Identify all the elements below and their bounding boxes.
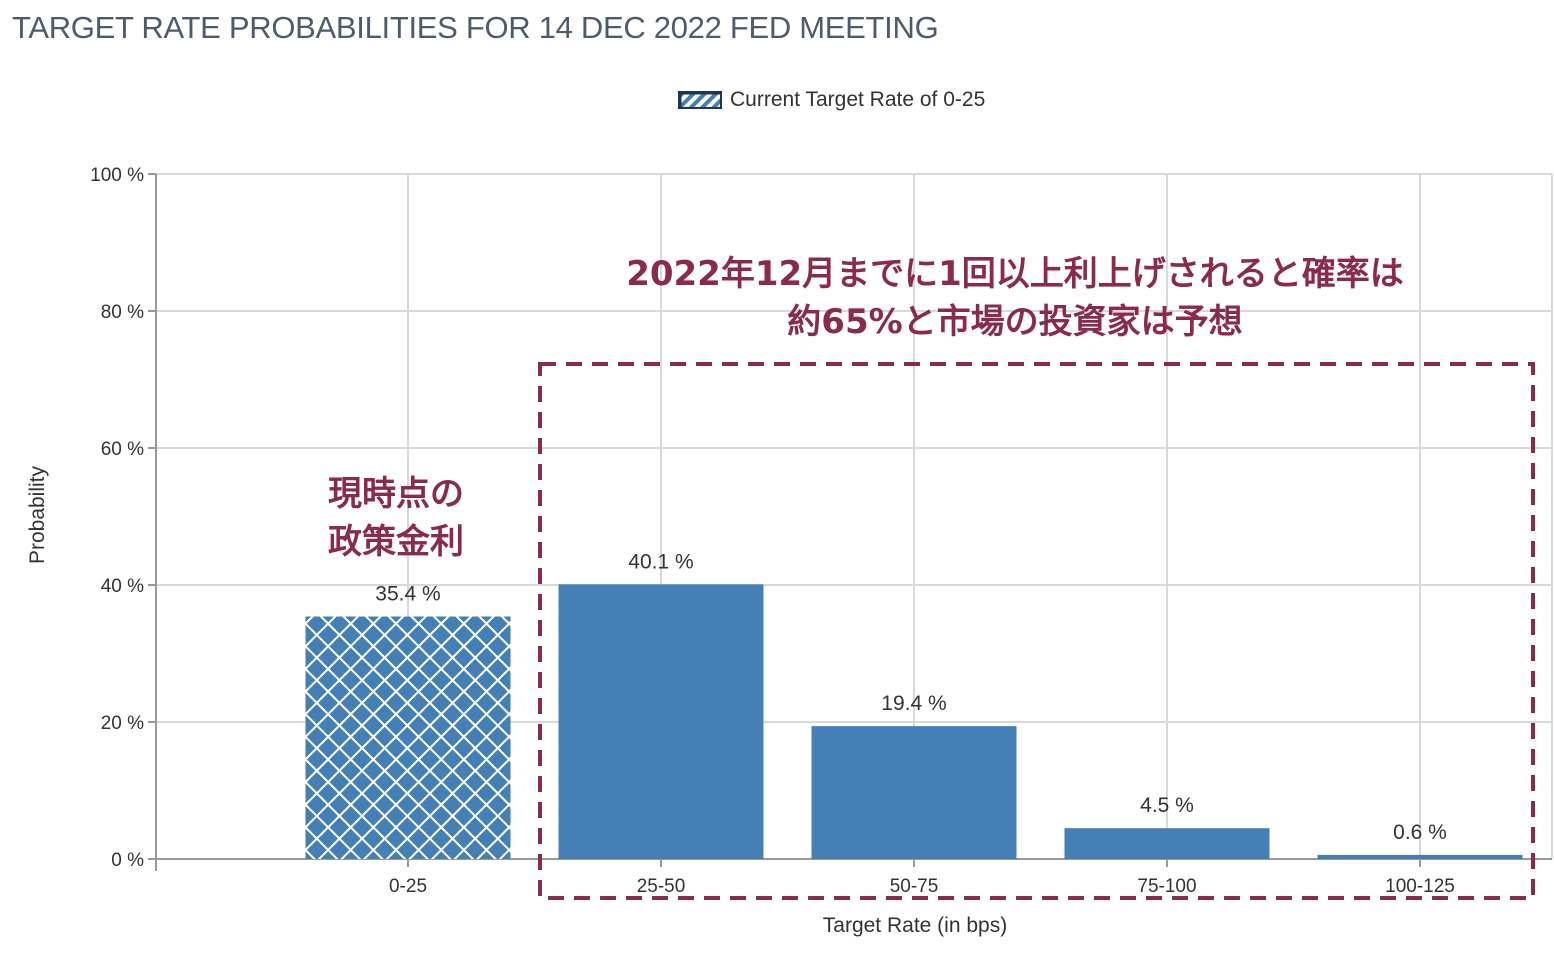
y-tick-label: 100 %: [90, 165, 144, 186]
x-tick-label: 25-50: [637, 876, 686, 897]
bar-50-75: [811, 726, 1017, 859]
legend-hatch-swatch: [678, 91, 722, 109]
chart-title: TARGET RATE PROBABILITIES FOR 14 DEC 202…: [12, 10, 939, 45]
legend: Current Target Rate of 0-25: [678, 88, 985, 112]
axes: 0 % 20 % 40 % 60 % 80 % 100 % 0-25 25-50 50-75 75…: [90, 165, 1552, 897]
bar-75-100: [1064, 828, 1270, 859]
bar-100-125: [1317, 854, 1523, 859]
data-label: 4.5 %: [1140, 794, 1194, 817]
annotation-current-rate-line2: 政策金利: [328, 522, 464, 562]
bar-25-50: [558, 584, 764, 859]
data-label: 40.1 %: [628, 550, 693, 573]
legend-label: Current Target Rate of 0-25: [730, 88, 986, 111]
y-tick-label: 40 %: [101, 576, 144, 597]
y-tick-label: 80 %: [101, 302, 144, 323]
x-tick-label: 100-125: [1385, 876, 1455, 897]
x-axis-title: Target Rate (in bps): [823, 914, 1007, 937]
data-label: 0.6 %: [1393, 821, 1447, 844]
annotation-rate-hike: 2022年12月までに1回以上利上げされると確率は 約65%と市場の投資家は予想: [580, 250, 1450, 346]
annotation-rate-hike-line1: 2022年12月までに1回以上利上げされると確率は: [626, 254, 1404, 294]
bars: [305, 584, 1523, 859]
annotation-current-rate: 現時点の 政策金利: [328, 470, 498, 566]
data-labels: 35.4 % 40.1 % 19.4 % 4.5 % 0.6 %: [375, 550, 1447, 844]
y-tick-label: 60 %: [101, 439, 144, 460]
data-label: 19.4 %: [881, 692, 946, 715]
bar-current-rate: [305, 616, 511, 859]
y-tick-label: 20 %: [101, 713, 144, 734]
highlight-box: [538, 362, 1535, 900]
annotation-current-rate-line1: 現時点の: [328, 474, 464, 514]
x-tick-label: 0-25: [389, 876, 427, 897]
x-tick-label: 75-100: [1137, 876, 1196, 897]
annotation-rate-hike-line2: 約65%と市場の投資家は予想: [787, 302, 1243, 342]
y-tick-label: 0 %: [111, 850, 144, 871]
y-axis-title: Probability: [26, 465, 49, 564]
x-tick-label: 50-75: [890, 876, 939, 897]
data-label: 35.4 %: [375, 583, 440, 606]
